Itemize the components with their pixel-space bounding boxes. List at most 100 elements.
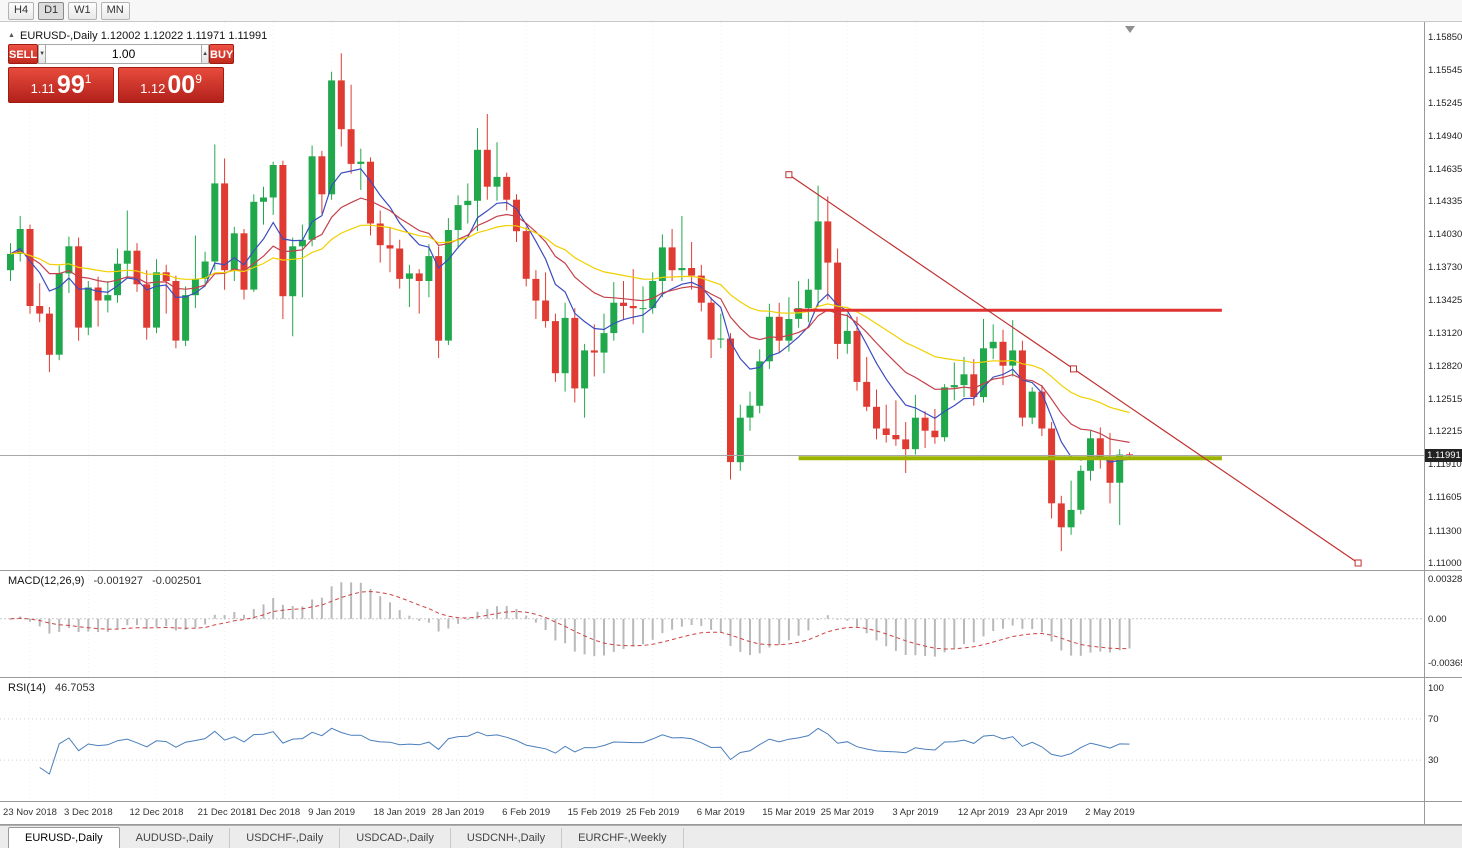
sell-price-pip: 1 (84, 72, 92, 86)
buy-price-display[interactable]: 1.12 00 9 (118, 67, 224, 103)
price-axis-label: 1.13120 (1428, 328, 1462, 340)
chart-tab-usdcnh-daily[interactable]: USDCNH-,Daily (451, 828, 563, 848)
date-label: 31 Dec 2018 (246, 807, 301, 818)
macd-name: MACD(12,26,9) (8, 575, 85, 587)
date-label: 6 Mar 2019 (696, 807, 745, 818)
pane-separator[interactable] (0, 570, 1462, 571)
macd-axis-label: 0.003287 (1428, 574, 1462, 585)
date-label: 28 Jan 2019 (431, 807, 485, 818)
chart-info-line: ▲ EURUSD-,Daily 1.12002 1.12022 1.11971 … (8, 30, 267, 42)
chart-tab-eurchf-weekly[interactable]: EURCHF-,Weekly (562, 828, 684, 848)
price-chart-svg (0, 22, 1424, 570)
macd-value-1: -0.001927 (93, 575, 144, 587)
volume-increase-button[interactable]: ▲ (201, 44, 210, 64)
price-axis[interactable]: 1.11991 1.15850 1.15545 1.15245 1.14940 1.14… (1424, 22, 1462, 824)
timeframe-button-h4[interactable]: H4 (8, 2, 35, 20)
sell-price-big: 99 (56, 71, 85, 99)
macd-axis-label: 0.00 (1428, 613, 1447, 625)
price-axis-label: 1.14635 (1428, 163, 1462, 175)
rsi-pane: RSI(14) 46.7053 (0, 678, 1424, 801)
timeframe-toolbar: H4 D1 W1 MN (0, 0, 1462, 22)
sell-button[interactable]: SELL (8, 44, 39, 64)
date-axis[interactable]: 23 Nov 2018 3 Dec 2018 12 Dec 2018 21 Dec 2… (0, 802, 1424, 824)
price-axis-label: 1.12820 (1428, 360, 1462, 372)
chart-tab-eurusd-daily[interactable]: EURUSD-,Daily (8, 827, 120, 848)
rsi-label: RSI(14) 46.7053 (8, 682, 95, 694)
price-axis-label: 1.14030 (1428, 229, 1462, 241)
trendline-handle[interactable] (1354, 559, 1362, 567)
rsi-chart-svg (0, 678, 1424, 801)
date-label: 3 Apr 2019 (892, 807, 939, 818)
symbol-caret-icon: ▲ (8, 32, 15, 39)
buy-price-pip: 9 (195, 72, 202, 86)
rsi-axis-label: 70 (1428, 713, 1439, 725)
date-label: 15 Mar 2019 (762, 807, 816, 818)
chart-symbol-label: EURUSD-,Daily (20, 30, 98, 42)
price-axis-label: 1.13425 (1428, 295, 1462, 306)
sell-price-display[interactable]: 1.11 99 1 (8, 67, 114, 103)
price-axis-label: 1.11910 (1428, 459, 1462, 471)
ma-fast-line (10, 168, 1130, 463)
volume-input[interactable] (46, 44, 202, 64)
macd-histogram (9, 582, 1131, 657)
price-axis-label: 1.15245 (1428, 97, 1462, 109)
trendline-handle[interactable] (785, 171, 793, 179)
price-axis-label: 1.13730 (1428, 261, 1462, 273)
date-label: 2 May 2019 (1085, 807, 1135, 818)
volume-decrease-button[interactable]: ▼ (38, 44, 47, 64)
chart-tab-audusd-daily[interactable]: AUDUSD-,Daily (120, 828, 231, 848)
price-axis-label: 1.12215 (1428, 426, 1462, 438)
chart-tab-usdcad-daily[interactable]: USDCAD-,Daily (340, 828, 451, 848)
date-label: 23 Apr 2019 (1016, 807, 1068, 818)
price-axis-label: 1.14335 (1428, 196, 1462, 208)
buy-price-big: 00 (167, 71, 196, 99)
price-axis-label: 1.15545 (1428, 65, 1462, 77)
timeframe-button-d1[interactable]: D1 (38, 2, 65, 20)
price-axis-label: 1.11300 (1428, 525, 1462, 537)
date-label: 15 Feb 2019 (567, 807, 621, 818)
date-label: 23 Nov 2018 (3, 807, 57, 818)
ma-mid-line (10, 197, 1130, 443)
date-label: 9 Jan 2019 (308, 807, 356, 818)
macd-pane: MACD(12,26,9) -0.001927 -0.002501 (0, 571, 1424, 677)
price-axis-label: 1.11605 (1428, 492, 1462, 504)
price-axis-label: 1.12515 (1428, 393, 1462, 405)
rsi-name: RSI(14) (8, 682, 46, 694)
window-separator (0, 824, 1462, 825)
buy-price-prefix: 1.12 (140, 80, 166, 96)
current-price-badge: 1.11991 (1425, 449, 1462, 462)
price-axis-label: 1.11000 (1428, 558, 1462, 569)
trade-price-row: 1.11 99 1 1.12 00 9 (8, 67, 224, 103)
pane-separator (0, 801, 1462, 802)
date-label: 12 Apr 2019 (957, 807, 1010, 818)
rsi-line (39, 727, 1130, 775)
macd-value-2: -0.002501 (152, 575, 202, 587)
timeframe-button-w1[interactable]: W1 (68, 2, 97, 20)
macd-signal-line (10, 590, 1130, 650)
one-click-trading-panel: SELL ▼ ▲ BUY 1.11 99 1 1.12 00 9 (8, 44, 235, 103)
tab-bar: EURUSD-,Daily AUDUSD-,Daily USDCHF-,Daily U… (0, 825, 1462, 848)
rsi-value: 46.7053 (54, 682, 95, 694)
date-label: 25 Mar 2019 (820, 807, 874, 818)
chart-ohlc-values: 1.12002 1.12022 1.11971 1.11991 (100, 30, 268, 42)
buy-button[interactable]: BUY (209, 44, 235, 64)
sell-price-prefix: 1.11 (30, 80, 55, 96)
date-label: 25 Feb 2019 (625, 807, 680, 818)
date-label: 18 Jan 2019 (373, 807, 426, 818)
timeframe-button-mn[interactable]: MN (100, 2, 130, 20)
date-label: 6 Feb 2019 (502, 807, 551, 818)
macd-axis-label: -0.003659 (1428, 658, 1462, 669)
macd-chart-svg (0, 571, 1424, 677)
chart-tab-usdchf-daily[interactable]: USDCHF-,Daily (230, 828, 341, 848)
date-label: 12 Dec 2018 (129, 807, 184, 818)
rsi-axis-label: 100 (1428, 683, 1444, 694)
ma-slow-line (10, 224, 1130, 414)
price-pane[interactable]: ▲ EURUSD-,Daily 1.12002 1.12022 1.11971 … (0, 22, 1424, 570)
candles-layer (7, 53, 1133, 552)
trendline-handle[interactable] (1070, 365, 1077, 373)
pane-separator[interactable] (0, 677, 1462, 678)
date-label: 21 Dec 2018 (197, 807, 252, 818)
chart-shift-marker[interactable] (1125, 26, 1135, 33)
rsi-axis-label: 30 (1428, 755, 1439, 767)
